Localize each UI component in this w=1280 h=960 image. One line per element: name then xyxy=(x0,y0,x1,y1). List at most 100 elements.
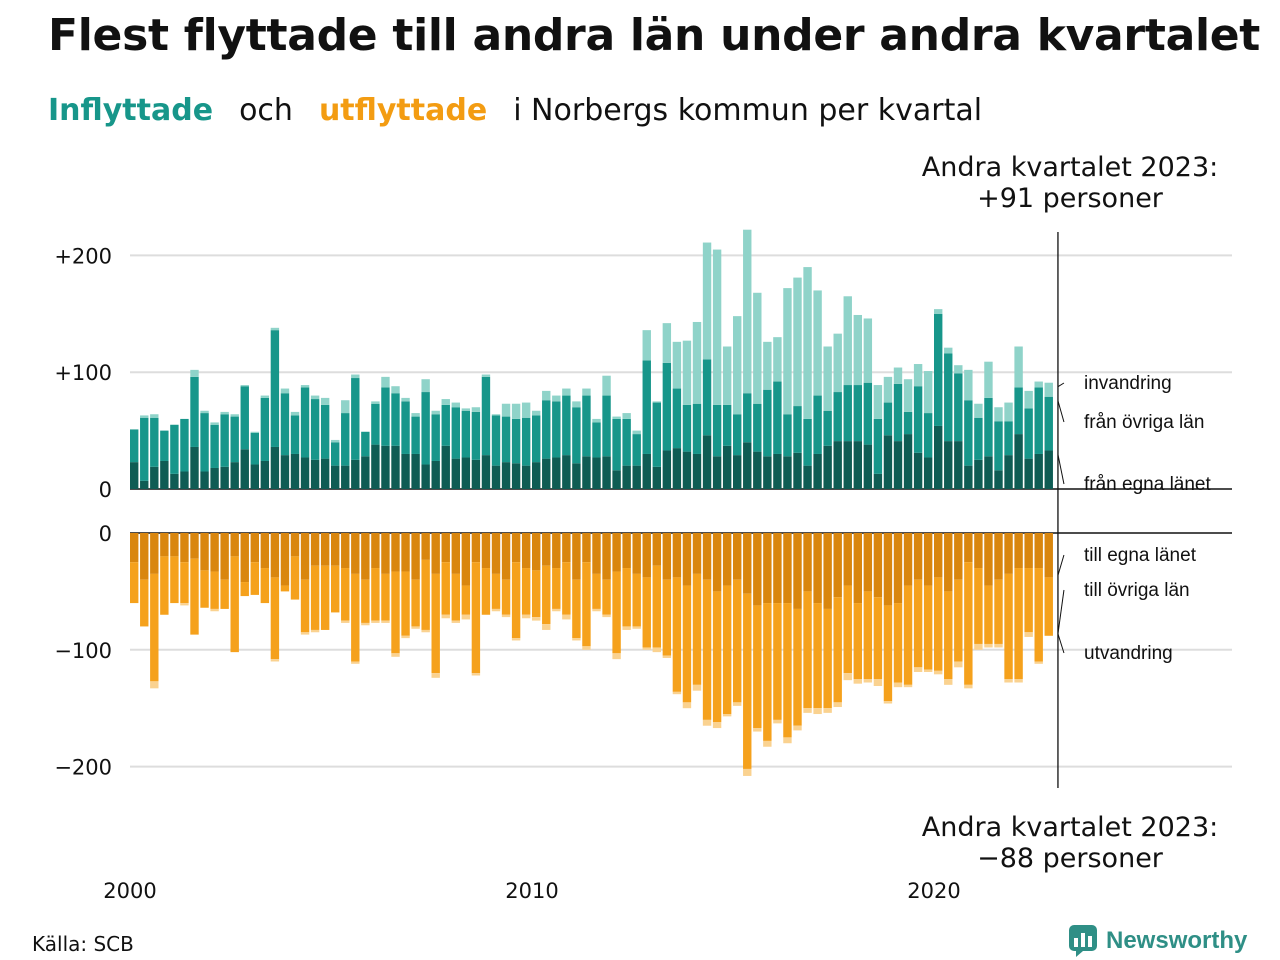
bar-in-0 xyxy=(662,450,672,489)
bar-out-0 xyxy=(823,533,832,609)
bar-out-2 xyxy=(1024,632,1033,637)
bar-in-0 xyxy=(471,459,481,489)
bar-in-2 xyxy=(913,364,923,387)
bar-in-2 xyxy=(622,413,631,419)
bar-in-1 xyxy=(1004,421,1013,456)
bar-out-0 xyxy=(883,533,893,606)
y-tick-label-in: +100 xyxy=(54,361,112,385)
bar-out-1 xyxy=(351,573,360,662)
bar-out-1 xyxy=(823,608,832,709)
series-label-out: till övriga län xyxy=(1084,580,1190,601)
bar-in-0 xyxy=(240,449,249,489)
bar-in-2 xyxy=(250,431,259,433)
bar-out-1 xyxy=(964,562,973,685)
bar-in-1 xyxy=(371,403,380,445)
bar-in-0 xyxy=(461,457,471,489)
bar-in-0 xyxy=(954,441,963,489)
bar-in-2 xyxy=(320,397,330,405)
bar-in-2 xyxy=(1034,381,1043,388)
bar-in-1 xyxy=(130,429,139,463)
bar-out-1 xyxy=(572,579,581,639)
bar-in-2 xyxy=(873,385,883,419)
bar-out-1 xyxy=(320,565,330,630)
bar-out-0 xyxy=(552,533,561,569)
bar-in-0 xyxy=(632,465,641,489)
bar-in-0 xyxy=(351,459,360,489)
bar-in-2 xyxy=(773,337,782,382)
bar-out-1 xyxy=(652,565,661,648)
bar-out-0 xyxy=(331,533,340,566)
y-tick-label-out: −200 xyxy=(54,756,112,780)
bar-in-0 xyxy=(592,457,601,489)
bar-in-2 xyxy=(903,379,913,412)
bar-in-1 xyxy=(662,362,672,451)
bar-in-1 xyxy=(702,359,712,436)
bar-in-2 xyxy=(722,346,732,405)
bar-in-2 xyxy=(230,414,239,417)
bar-out-1 xyxy=(913,579,923,668)
bar-in-1 xyxy=(542,400,551,459)
bar-in-1 xyxy=(582,395,591,457)
bar-in-1 xyxy=(1044,396,1053,451)
bar-in-2 xyxy=(672,341,682,389)
bar-out-0 xyxy=(501,533,511,580)
bar-out-0 xyxy=(632,533,641,574)
bar-in-0 xyxy=(813,453,822,489)
bar-out-2 xyxy=(813,708,822,715)
bar-out-2 xyxy=(451,620,460,623)
bar-out-2 xyxy=(270,659,280,662)
bar-in-1 xyxy=(803,418,812,466)
bar-out-0 xyxy=(441,533,450,563)
bar-in-1 xyxy=(672,388,682,449)
bar-out-0 xyxy=(893,533,903,604)
bar-out-0 xyxy=(391,533,400,572)
series-leader xyxy=(1057,454,1065,485)
bar-out-1 xyxy=(451,573,460,621)
bar-out-0 xyxy=(481,533,491,569)
bar-out-0 xyxy=(1034,533,1043,569)
bar-out-1 xyxy=(411,579,420,627)
bar-in-0 xyxy=(672,448,682,489)
bar-in-2 xyxy=(150,414,159,418)
bar-out-0 xyxy=(401,533,410,572)
bar-in-2 xyxy=(964,369,973,401)
bar-in-1 xyxy=(361,431,370,457)
bar-in-1 xyxy=(240,386,249,450)
brand-logo[interactable]: Newsworthy xyxy=(1068,924,1247,958)
bar-in-2 xyxy=(511,403,521,419)
bar-out-2 xyxy=(743,768,752,776)
bar-out-2 xyxy=(542,624,551,630)
bar-out-2 xyxy=(974,643,983,650)
bar-out-0 xyxy=(793,533,802,609)
bar-out-2 xyxy=(913,667,923,672)
bar-out-0 xyxy=(984,533,993,586)
bar-in-0 xyxy=(572,463,581,489)
bar-in-0 xyxy=(190,446,199,489)
bar-in-1 xyxy=(753,403,762,452)
bar-in-1 xyxy=(873,418,883,474)
bar-out-1 xyxy=(642,577,651,648)
bar-out-0 xyxy=(170,533,179,557)
bar-out-1 xyxy=(270,577,280,660)
bar-out-0 xyxy=(712,533,722,592)
bar-in-1 xyxy=(1014,387,1023,435)
bar-out-0 xyxy=(592,533,601,574)
bar-in-1 xyxy=(632,434,641,466)
bar-in-2 xyxy=(833,333,842,393)
bar-out-0 xyxy=(421,533,430,560)
bar-out-2 xyxy=(511,638,521,641)
bar-in-1 xyxy=(602,395,611,457)
bar-out-0 xyxy=(873,533,883,598)
bar-in-0 xyxy=(642,453,651,489)
bar-out-2 xyxy=(964,684,973,689)
bar-in-0 xyxy=(652,466,661,489)
bar-in-2 xyxy=(562,388,571,396)
bar-out-0 xyxy=(753,533,762,606)
bar-in-0 xyxy=(361,456,370,489)
bar-in-0 xyxy=(150,466,159,489)
bar-in-0 xyxy=(793,452,802,489)
bar-in-0 xyxy=(743,442,752,489)
bar-out-2 xyxy=(310,629,320,633)
bar-out-2 xyxy=(712,722,722,729)
bar-out-2 xyxy=(441,614,450,619)
